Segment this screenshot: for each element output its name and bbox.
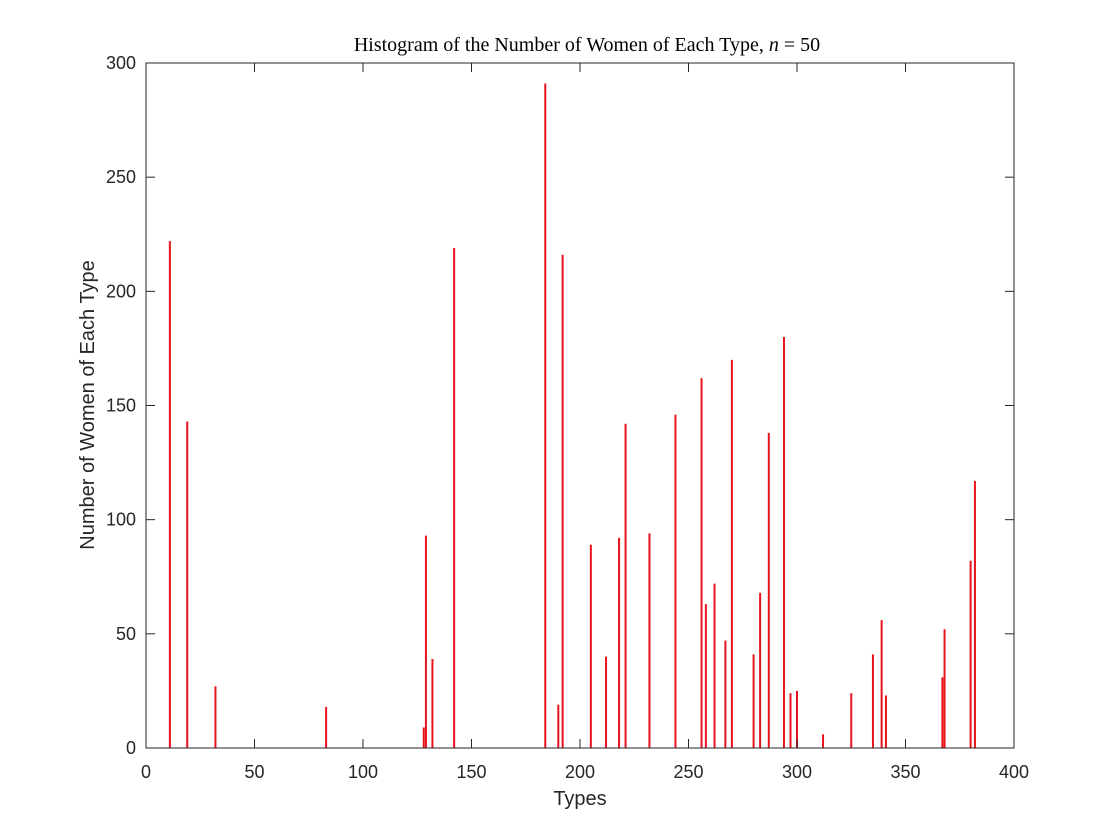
x-axis-label: Types	[553, 788, 606, 810]
x-tick-label-6: 300	[782, 762, 812, 782]
x-tick-label-0: 0	[141, 762, 151, 782]
chart-title-math-rest: = 50	[779, 34, 820, 56]
plot-area-border	[145, 62, 1015, 749]
y-tick-label-4: 200	[106, 281, 136, 301]
x-tick-label-3: 150	[456, 762, 486, 782]
y-tick-label-3: 150	[106, 396, 136, 416]
chart-title-math-var: n	[769, 34, 779, 56]
x-tick-label-1: 50	[244, 762, 264, 782]
x-tick-label-2: 100	[348, 762, 378, 782]
y-tick-label-5: 250	[106, 167, 136, 187]
y-axis: 0 50 100 150 200 250 300	[106, 53, 1014, 758]
x-tick-label-7: 350	[890, 762, 920, 782]
x-tick-label-8: 400	[999, 762, 1029, 782]
y-tick-label-2: 100	[106, 510, 136, 530]
bar-series	[168, 83, 976, 748]
y-axis-label: Number of Women of Each Type	[77, 260, 99, 549]
x-tick-label-4: 200	[565, 762, 595, 782]
y-tick-label-6: 300	[106, 53, 136, 73]
x-axis: 0 50 100 150 200 250 300 350 400	[141, 63, 1029, 782]
y-tick-label-1: 50	[116, 624, 136, 644]
y-tick-label-0: 0	[126, 738, 136, 758]
chart-title: Histogram of the Number of Women of Each…	[354, 34, 820, 56]
x-tick-label-5: 250	[673, 762, 703, 782]
chart-title-text: Histogram of the Number of Women of Each…	[354, 34, 769, 56]
